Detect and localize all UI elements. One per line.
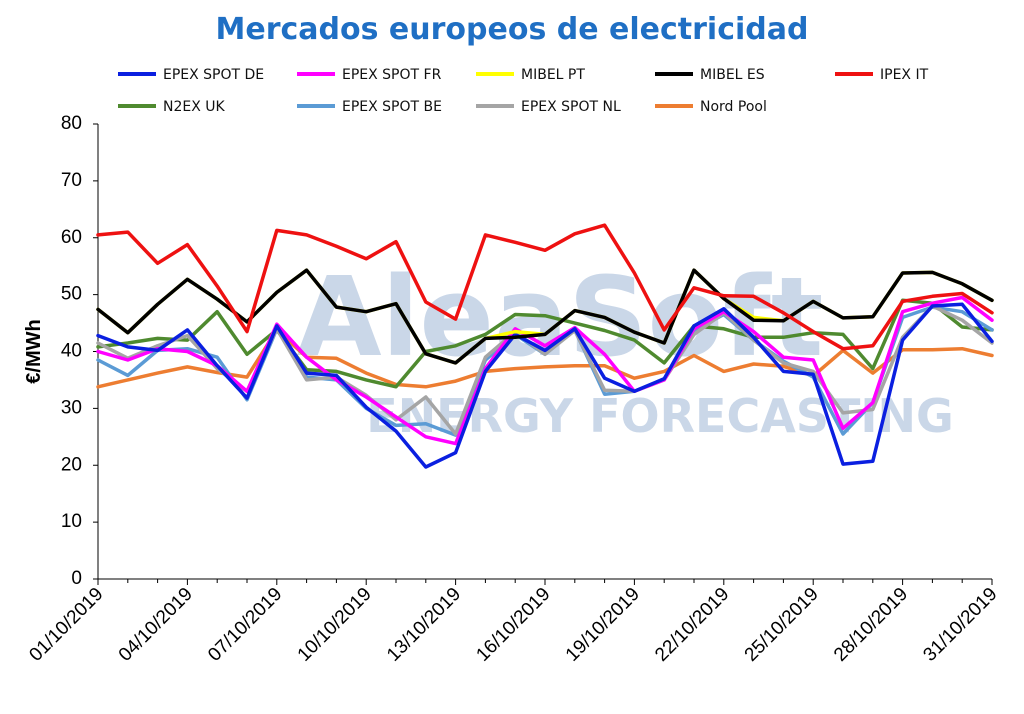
x-tick-label: 22/10/2019 <box>651 584 733 666</box>
series-line-epex-spot-fr <box>96 295 994 446</box>
legend-label: EPEX SPOT FR <box>342 67 442 83</box>
chart-title: Mercados europeos de electricidad <box>215 12 809 47</box>
watermark-logo-text: AleaSoft <box>297 253 824 381</box>
legend-label: MIBEL ES <box>700 67 765 83</box>
x-tick-label: 16/10/2019 <box>472 584 554 666</box>
y-tick-label: 40 <box>61 341 82 362</box>
legend-label: MIBEL PT <box>521 67 585 83</box>
x-tick-label: 28/10/2019 <box>830 584 912 666</box>
series-line-ipex-it <box>96 223 994 351</box>
series-line-mibel-es <box>96 268 994 365</box>
y-tick-label: 20 <box>61 454 82 475</box>
legend-entry: EPEX SPOT BE <box>297 99 442 115</box>
y-tick-label: 60 <box>61 227 82 248</box>
y-tick-label: 30 <box>61 397 82 418</box>
y-tick-label: 70 <box>61 170 82 191</box>
y-tick-label: 0 <box>71 568 82 589</box>
legend-entry: MIBEL PT <box>476 67 585 83</box>
series-line-n2ex-uk <box>96 298 994 389</box>
x-tick-label: 07/10/2019 <box>204 584 286 666</box>
x-tick-label: 31/10/2019 <box>919 584 1001 666</box>
x-tick-label: 25/10/2019 <box>741 584 823 666</box>
legend-entry: EPEX SPOT FR <box>297 67 442 83</box>
y-tick-label: 80 <box>61 113 82 134</box>
series-line-epex-spot-de <box>96 302 994 469</box>
legend-label: EPEX SPOT DE <box>163 67 264 83</box>
legend-entry: IPEX IT <box>835 67 929 83</box>
legend-label: IPEX IT <box>880 67 929 83</box>
legend-entry: EPEX SPOT NL <box>476 99 621 115</box>
legend-entry: Nord Pool <box>655 99 767 115</box>
x-tick-label: 01/10/2019 <box>25 584 107 666</box>
y-axis-title: €/MWh <box>23 319 45 383</box>
legend-label: EPEX SPOT NL <box>521 99 621 115</box>
legend-entry: EPEX SPOT DE <box>118 67 264 83</box>
x-tick-label: 13/10/2019 <box>383 584 465 666</box>
legend-label: EPEX SPOT BE <box>342 99 442 115</box>
y-tick-label: 10 <box>61 511 82 532</box>
x-tick-label: 04/10/2019 <box>115 584 197 666</box>
x-tick-label: 19/10/2019 <box>562 584 644 666</box>
y-tick-label: 50 <box>61 284 82 305</box>
legend-entry: N2EX UK <box>118 99 226 115</box>
legend-entry: MIBEL ES <box>655 67 765 83</box>
x-tick-label: 10/10/2019 <box>294 584 376 666</box>
legend-label: Nord Pool <box>700 99 767 115</box>
legend-label: N2EX UK <box>163 99 226 115</box>
